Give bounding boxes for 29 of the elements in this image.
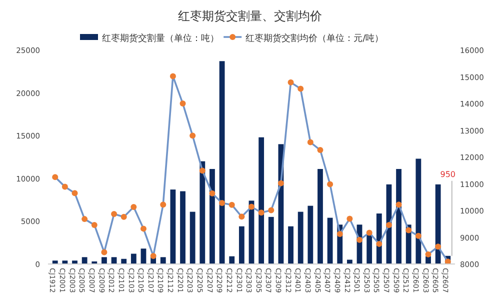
- bar: [180, 191, 186, 264]
- legend-label: 红枣期货交割均价（单位：元/吨）: [246, 33, 384, 44]
- bar: [435, 184, 441, 264]
- chart-title: 红枣期货交割量、交割均价: [178, 9, 322, 23]
- bar: [346, 260, 352, 264]
- bar: [396, 168, 402, 264]
- bar: [130, 254, 136, 264]
- bar: [210, 168, 215, 264]
- bar: [298, 212, 304, 264]
- bar: [327, 218, 333, 264]
- bar: [268, 216, 274, 264]
- bar: [160, 257, 166, 264]
- data-label: 950: [440, 170, 456, 179]
- bar: [288, 226, 294, 264]
- bar: [200, 161, 206, 264]
- bar: [238, 226, 244, 264]
- bar: [308, 206, 314, 264]
- bar: [366, 233, 372, 264]
- legend-label: 红枣期货交割量（单位：吨）: [102, 33, 219, 44]
- bar: [102, 257, 107, 264]
- bar: [416, 158, 422, 264]
- bar: [219, 61, 225, 264]
- bar: [82, 257, 88, 264]
- bar: [190, 212, 196, 264]
- bar: [229, 256, 235, 264]
- bar: [140, 248, 146, 264]
- bar: [318, 168, 323, 264]
- bar: [170, 190, 176, 264]
- bar: [258, 137, 264, 264]
